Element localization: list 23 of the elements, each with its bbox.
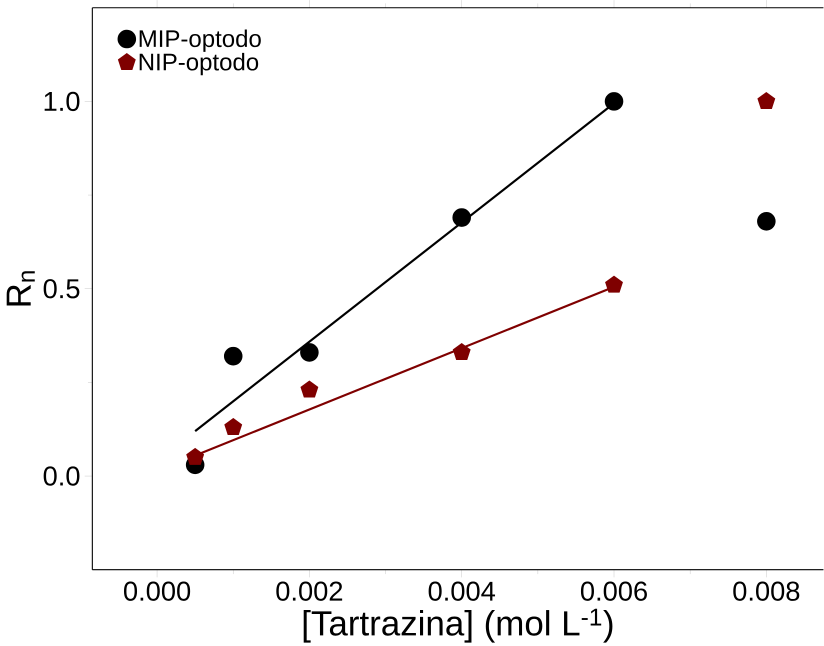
point: [224, 346, 243, 366]
x-tick-label: 0.002: [276, 581, 342, 601]
point: [224, 418, 242, 435]
point: [300, 343, 319, 362]
y-tick-label: 1.0: [44, 92, 80, 111]
y-tick-label: 0.0: [44, 466, 80, 486]
legend-label: NIP-optodo: [140, 52, 258, 76]
point: [300, 380, 318, 398]
x-tick-label: 0.006: [580, 581, 647, 601]
point: [186, 448, 204, 465]
y-tick-label: 0.5: [44, 278, 80, 298]
point: [604, 92, 624, 111]
point: [757, 92, 776, 109]
x-tick-label: 0.008: [733, 581, 800, 601]
x-axis-title: [Tartrazina] (mol L$^{-1}$): [304, 608, 612, 642]
legend-label: MIP-optodo: [140, 29, 261, 52]
point: [452, 208, 471, 227]
point: [605, 276, 623, 292]
y-axis-title: R$_{n}$: [6, 271, 35, 306]
x-tick-label: 0.004: [428, 581, 496, 601]
x-tick-label: 0.000: [124, 581, 190, 601]
point: [452, 343, 471, 360]
point: [757, 212, 776, 230]
